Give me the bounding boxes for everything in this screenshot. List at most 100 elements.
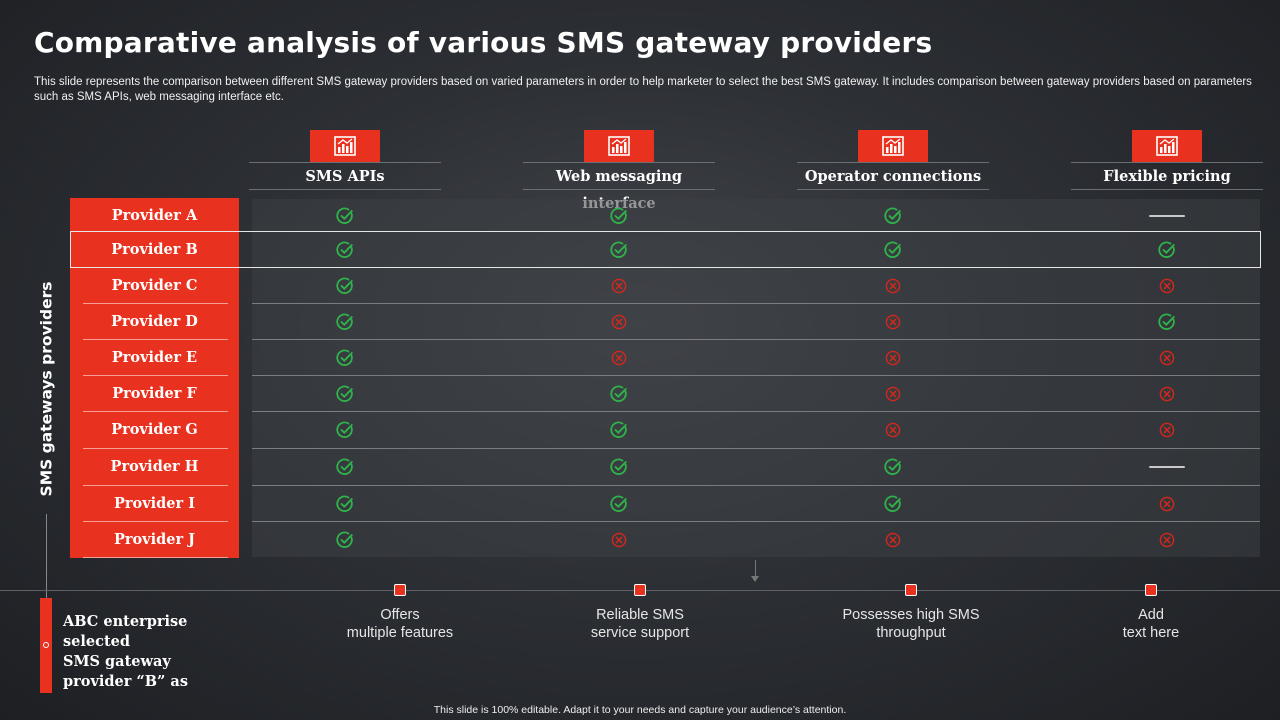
cross-circle-icon (873, 304, 913, 340)
table-row: Provider E (70, 340, 1260, 376)
selection-line-2: SMS gateway (63, 653, 171, 670)
check-circle-icon (873, 198, 913, 234)
bar-chart-icon (584, 130, 654, 162)
table-row: Provider C (70, 268, 1260, 304)
check-circle-icon (325, 198, 365, 234)
column-header: SMS APIs (249, 130, 441, 190)
side-label: SMS gateways providers (30, 278, 62, 500)
feature-item: Possesses high SMS throughput (801, 584, 1021, 642)
check-circle-icon (325, 232, 365, 268)
feature-line-2: throughput (876, 625, 946, 641)
arrow-down-line (755, 560, 756, 580)
circle-icon (43, 642, 49, 648)
side-connector-line (46, 514, 47, 598)
row-divider (83, 339, 228, 340)
check-circle-icon (599, 376, 639, 412)
check-circle-icon (599, 486, 639, 522)
footer-note: This slide is 100% editable. Adapt it to… (433, 704, 847, 716)
check-circle-icon (325, 522, 365, 558)
row-divider (252, 485, 1260, 486)
row-divider (83, 303, 228, 304)
feature-item: Add text here (1041, 584, 1261, 642)
selection-line-1: ABC enterprise selected (63, 613, 188, 650)
cross-circle-icon (599, 522, 639, 558)
row-divider (252, 339, 1260, 340)
cross-circle-icon (1147, 268, 1187, 304)
provider-name: Provider E (111, 349, 198, 366)
dash-icon (1147, 198, 1187, 234)
square-bullet-icon (1145, 584, 1157, 596)
check-circle-icon (1147, 304, 1187, 340)
cross-circle-icon (599, 304, 639, 340)
provider-name: Provider D (111, 313, 198, 330)
feature-text: Add text here (1041, 606, 1261, 642)
check-circle-icon (599, 198, 639, 234)
check-circle-icon (599, 232, 639, 268)
square-bullet-icon (905, 584, 917, 596)
provider-name: Provider F (112, 385, 197, 402)
row-divider (252, 448, 1260, 449)
check-circle-icon (873, 486, 913, 522)
row-divider (83, 557, 228, 558)
feature-item: Reliable SMS service support (530, 584, 750, 642)
table-row: Provider A (70, 198, 1260, 234)
cross-circle-icon (873, 376, 913, 412)
provider-name: Provider G (111, 421, 198, 438)
table-row: Provider B (70, 232, 1260, 268)
row-divider (252, 303, 1260, 304)
cross-circle-icon (873, 412, 913, 448)
row-divider (83, 521, 228, 522)
row-divider (252, 411, 1260, 412)
provider-name: Provider H (110, 458, 199, 475)
check-circle-icon (325, 486, 365, 522)
row-divider (83, 485, 228, 486)
row-divider (252, 375, 1260, 376)
side-label-text: SMS gateways providers (37, 281, 55, 497)
bar-chart-icon (1132, 130, 1202, 162)
check-circle-icon (325, 376, 365, 412)
feature-line-1: Possesses high SMS (842, 607, 980, 623)
provider-name: Provider J (113, 531, 196, 548)
column-label: Operator connections (797, 162, 989, 190)
feature-line-1: Add (1138, 607, 1164, 623)
check-circle-icon (873, 232, 913, 268)
check-circle-icon (599, 412, 639, 448)
row-divider (83, 411, 228, 412)
square-bullet-icon (634, 584, 646, 596)
check-circle-icon (325, 340, 365, 376)
feature-line-2: multiple features (346, 625, 454, 641)
provider-name: Provider C (111, 277, 198, 294)
cross-circle-icon (873, 522, 913, 558)
selection-text: ABC enterprise selected SMS gateway prov… (63, 612, 253, 692)
provider-name: Provider A (111, 207, 198, 224)
provider-column (70, 198, 239, 558)
check-circle-icon (873, 449, 913, 485)
column-header: Web messaging interface (523, 130, 715, 212)
table-row: Provider J (70, 522, 1260, 558)
row-divider (83, 448, 228, 449)
feature-text: Reliable SMS service support (530, 606, 750, 642)
arrow-down-icon (751, 576, 759, 582)
table-row: Provider D (70, 304, 1260, 340)
feature-line-1: Reliable SMS (596, 607, 684, 623)
square-bullet-icon (394, 584, 406, 596)
column-label: SMS APIs (249, 162, 441, 190)
table-background (252, 199, 1260, 557)
cross-circle-icon (873, 340, 913, 376)
feature-text: Possesses high SMS throughput (801, 606, 1021, 642)
cross-circle-icon (873, 268, 913, 304)
column-header: Operator connections (797, 130, 989, 190)
cross-circle-icon (599, 340, 639, 376)
slide-title: Comparative analysis of various SMS gate… (34, 26, 933, 59)
column-label: Web messaging interface (523, 162, 715, 212)
check-circle-icon (325, 268, 365, 304)
row-divider (252, 521, 1260, 522)
table-row: Provider F (70, 376, 1260, 412)
feature-line-2: service support (590, 625, 690, 641)
cross-circle-icon (1147, 522, 1187, 558)
feature-text: Offers multiple features (290, 606, 510, 642)
cross-circle-icon (1147, 412, 1187, 448)
table-row: Provider H (70, 449, 1260, 485)
cross-circle-icon (1147, 486, 1187, 522)
check-circle-icon (1147, 232, 1187, 268)
